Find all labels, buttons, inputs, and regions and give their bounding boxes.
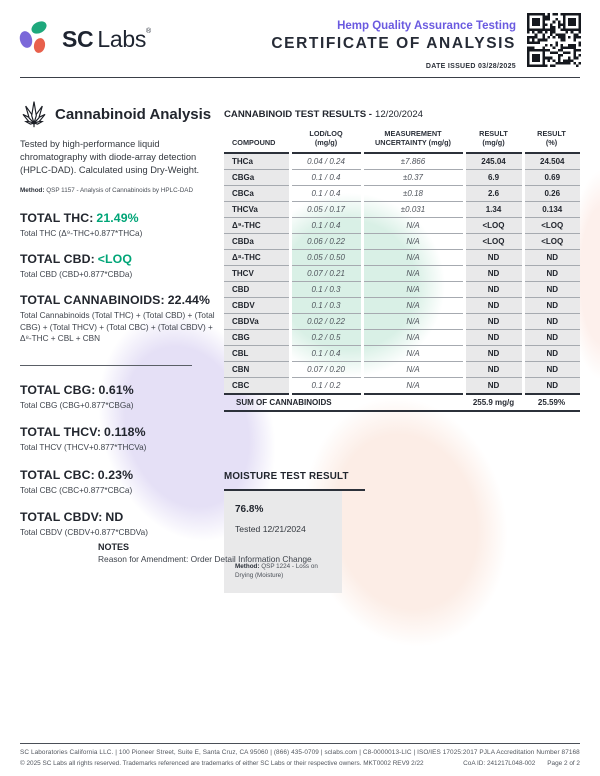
table-row: CBDVa 0.02 / 0.22 N/A ND ND	[224, 313, 580, 330]
table-row: THCa 0.04 / 0.24 ±7.866 245.04 24.504	[224, 152, 580, 170]
sum-row: SUM OF CANNABINOIDS 255.9 mg/g 25.59%	[224, 392, 580, 412]
total-formula: Total THCV (THCV+0.877*THCVa)	[20, 443, 147, 453]
totals-primary: TOTAL THC: 21.49% Total THC (Δ⁹-THC+0.877*…	[20, 211, 215, 345]
col-result-mg: RESULT (mg/g)	[464, 127, 523, 154]
table-row: Δ⁹-THC 0.1 / 0.4 N/A <LOQ <LOQ	[224, 217, 580, 234]
total-formula: Total Cannabinoids (Total THC) + (Total …	[20, 311, 215, 343]
total-label: TOTAL CBC:	[20, 467, 95, 482]
table-header-row: COMPOUND LOD/LOQ (mg/g) MEASUREMENT UNCE…	[224, 127, 580, 154]
total-summary: TOTAL THC: 21.49% Total THC (Δ⁹-THC+0.877*…	[20, 211, 212, 239]
total-formula: Total CBC (CBC+0.877*CBCa)	[20, 485, 133, 495]
col-compound: COMPOUND	[224, 127, 290, 154]
table-row: CBN 0.07 / 0.20 N/A ND ND	[224, 361, 580, 378]
moisture-method: Method: QSP 1224 - Loss on Drying (Moist…	[235, 562, 318, 580]
total-summary: TOTAL THCV: 0.118% Total THCV (THCV+0.877*…	[20, 425, 212, 453]
table-row: CBC 0.1 / 0.2 N/A ND ND	[224, 377, 580, 395]
total-formula: Total THC (Δ⁹-THC+0.877*THCa)	[20, 228, 143, 238]
total-summary: TOTAL CANNABINOIDS: 22.44% Total Cannabino…	[20, 293, 215, 344]
table-row: CBD 0.1 / 0.3 N/A ND ND	[224, 281, 580, 298]
total-summary: TOTAL CBC: 0.23% Total CBC (CBC+0.877*CBCa…	[20, 468, 212, 496]
table-row: CBG 0.2 / 0.5 N/A ND ND	[224, 329, 580, 346]
total-value: 21.49%	[96, 210, 139, 225]
total-formula: Total CBD (CBD+0.877*CBDa)	[20, 269, 133, 279]
total-value: <LOQ	[97, 251, 133, 266]
analysis-description: Tested by high-performance liquid chroma…	[20, 139, 200, 176]
total-summary: TOTAL CBG: 0.61% Total CBG (CBG+0.877*CBGa…	[20, 383, 212, 411]
total-label: TOTAL THCV:	[20, 425, 102, 440]
totals-secondary: TOTAL CBG: 0.61% Total CBG (CBG+0.877*CBGa…	[20, 383, 212, 538]
header-divider	[20, 77, 580, 78]
footer: SC Laboratories California LLC. | 100 Pi…	[0, 743, 600, 767]
coa-id: CoA ID: 241217L048-002	[463, 760, 536, 767]
left-column-divider	[20, 365, 192, 367]
brand-wordmark: SC Labs®	[62, 26, 151, 52]
table-row: CBDa 0.06 / 0.22 N/A <LOQ <LOQ	[224, 233, 580, 250]
page-number: Page 2 of 2	[547, 760, 580, 767]
cannabis-leaf-icon	[22, 101, 46, 128]
notes-section: NOTES Reason for Amendment: Order Detail…	[98, 542, 312, 564]
sum-pct: 25.59%	[523, 392, 580, 412]
moisture-section: MOISTURE TEST RESULT 76.8% Tested 12/21/…	[224, 466, 580, 593]
sum-label: SUM OF CANNABINOIDS	[224, 392, 464, 412]
table-row: CBGa 0.1 / 0.4 ±0.37 6.9 0.69	[224, 169, 580, 186]
date-issued: DATE ISSUED 03/28/2025	[425, 63, 516, 70]
cannabinoid-results-table: COMPOUND LOD/LOQ (mg/g) MEASUREMENT UNCE…	[224, 127, 580, 412]
qr-code-icon	[526, 13, 582, 67]
table-row: THCVa 0.05 / 0.17 ±0.031 1.34 0.134	[224, 201, 580, 218]
qr-svg	[527, 13, 581, 67]
logo-dot-coral	[32, 37, 47, 54]
col-uncertainty: MEASUREMENT UNCERTAINTY (mg/g)	[362, 127, 464, 154]
program-label: Hemp Quality Assurance Testing	[337, 20, 516, 32]
moisture-title: MOISTURE TEST RESULT	[224, 471, 365, 491]
total-formula: Total CBDV (CBDV+0.877*CBDVa)	[20, 528, 148, 538]
total-formula: Total CBG (CBG+0.877*CBGa)	[20, 401, 134, 411]
logo-dot-teal	[29, 18, 49, 37]
logo-dots-icon	[17, 18, 53, 58]
total-summary: TOTAL CBDV: ND Total CBDV (CBDV+0.877*CBDV…	[20, 510, 212, 538]
total-value: 0.118%	[104, 425, 146, 440]
total-value: 22.44%	[167, 293, 210, 308]
total-value: 0.61%	[98, 383, 134, 398]
total-label: TOTAL CANNABINOIDS:	[20, 293, 165, 308]
footer-lab-info: SC Laboratories California LLC. | 100 Pi…	[20, 749, 580, 756]
total-label: TOTAL CBDV:	[20, 510, 103, 525]
footer-copyright: © 2025 SC Labs all rights reserved. Trad…	[20, 760, 424, 767]
moisture-tested-date: Tested 12/21/2024	[235, 523, 306, 534]
analysis-summary-panel: Cannabinoid Analysis Tested by high-perf…	[20, 78, 215, 593]
logo-dot-purple	[17, 29, 35, 50]
table-row: CBL 0.1 / 0.4 N/A ND ND	[224, 345, 580, 362]
header: SC Labs® Hemp Quality Assurance Testing C…	[0, 0, 600, 74]
total-label: TOTAL CBG:	[20, 383, 96, 398]
moisture-value: 76.8%	[235, 503, 264, 515]
table-row: CBDV 0.1 / 0.3 N/A ND ND	[224, 297, 580, 314]
results-table-body: THCa 0.04 / 0.24 ±7.866 245.04 24.504 CBGa 0.1…	[224, 152, 580, 395]
results-panel: CANNABINOID TEST RESULTS -12/20/2024 COM…	[212, 78, 580, 593]
cannabinoid-method: Method: QSP 1157 - Analysis of Cannabino…	[20, 186, 194, 194]
main-content: Cannabinoid Analysis Tested by high-perf…	[0, 78, 600, 593]
total-value: ND	[105, 510, 124, 525]
section-title: Cannabinoid Analysis	[55, 105, 212, 123]
sc-labs-logo: SC Labs®	[17, 18, 151, 58]
footer-divider	[20, 743, 580, 744]
sum-mg: 255.9 mg/g	[464, 392, 523, 412]
table-row: THCV 0.07 / 0.21 N/A ND ND	[224, 265, 580, 282]
notes-body: Reason for Amendment: Order Detail Infor…	[98, 554, 312, 564]
total-label: TOTAL THC:	[20, 210, 94, 225]
page-title: CERTIFICATE OF ANALYSIS	[271, 35, 516, 52]
total-value: 0.23%	[97, 467, 134, 482]
col-lod-loq: LOD/LOQ (mg/g)	[290, 127, 362, 154]
total-summary: TOTAL CBD: <LOQ Total CBD (CBD+0.877*CBDa)	[20, 252, 212, 280]
table-row: CBCa 0.1 / 0.4 ±0.18 2.6 0.26	[224, 185, 580, 202]
table-row: Δ⁸-THC 0.05 / 0.50 N/A ND ND	[224, 249, 580, 266]
col-result-pct: RESULT (%)	[523, 127, 580, 154]
notes-title: NOTES	[98, 542, 130, 552]
results-table-title: CANNABINOID TEST RESULTS -12/20/2024	[224, 109, 424, 120]
total-label: TOTAL CBD:	[20, 251, 95, 266]
